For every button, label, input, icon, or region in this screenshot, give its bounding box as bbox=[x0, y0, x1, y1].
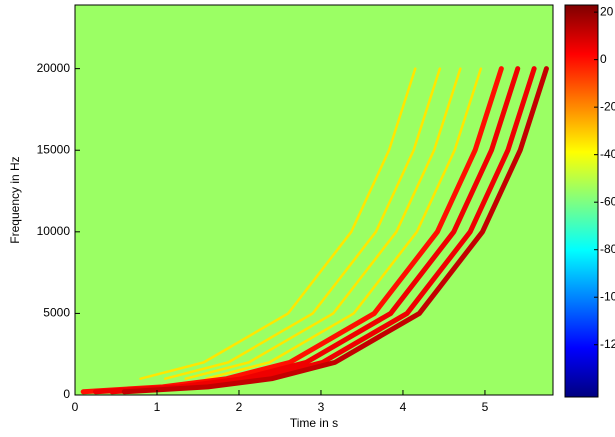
colorbar bbox=[564, 4, 599, 398]
noise-floor bbox=[75, 5, 553, 395]
y-axis-label: Frequency in Hz bbox=[8, 156, 22, 243]
x-tick-label: 3 bbox=[318, 400, 325, 414]
x-tick-label: 2 bbox=[236, 400, 243, 414]
x-tick-label: 5 bbox=[482, 400, 489, 414]
colorbar-tick-label: -120 bbox=[600, 337, 615, 351]
sweep-line bbox=[204, 67, 483, 380]
x-axis-label: Time in s bbox=[290, 416, 338, 430]
colorbar-tick-label: 0 bbox=[600, 52, 607, 66]
y-tick-label: 5000 bbox=[43, 306, 70, 320]
colorbar-tick-label: -40 bbox=[600, 147, 615, 161]
sweep-line bbox=[121, 66, 549, 395]
x-tick-label: 4 bbox=[400, 400, 407, 414]
y-tick-label: 15000 bbox=[37, 142, 71, 156]
x-tick-label: 1 bbox=[154, 400, 161, 414]
y-tick-label: 10000 bbox=[37, 224, 71, 238]
colorbar-tick-label: -100 bbox=[600, 289, 615, 303]
plot-frame bbox=[74, 4, 554, 396]
colorbar-tick-label: -80 bbox=[600, 242, 615, 256]
plot-area bbox=[80, 66, 549, 395]
y-tick-label: 0 bbox=[63, 387, 70, 401]
sweep-line bbox=[139, 67, 417, 380]
sweep-line bbox=[184, 67, 462, 380]
sweep-line bbox=[163, 67, 442, 380]
colorbar-tick-label: -60 bbox=[600, 194, 615, 208]
colorbar-tick-label: 20 bbox=[600, 4, 614, 18]
colorbar-tick-label: -20 bbox=[600, 99, 615, 113]
x-tick-label: 0 bbox=[72, 400, 79, 414]
y-tick-label: 20000 bbox=[37, 61, 71, 75]
